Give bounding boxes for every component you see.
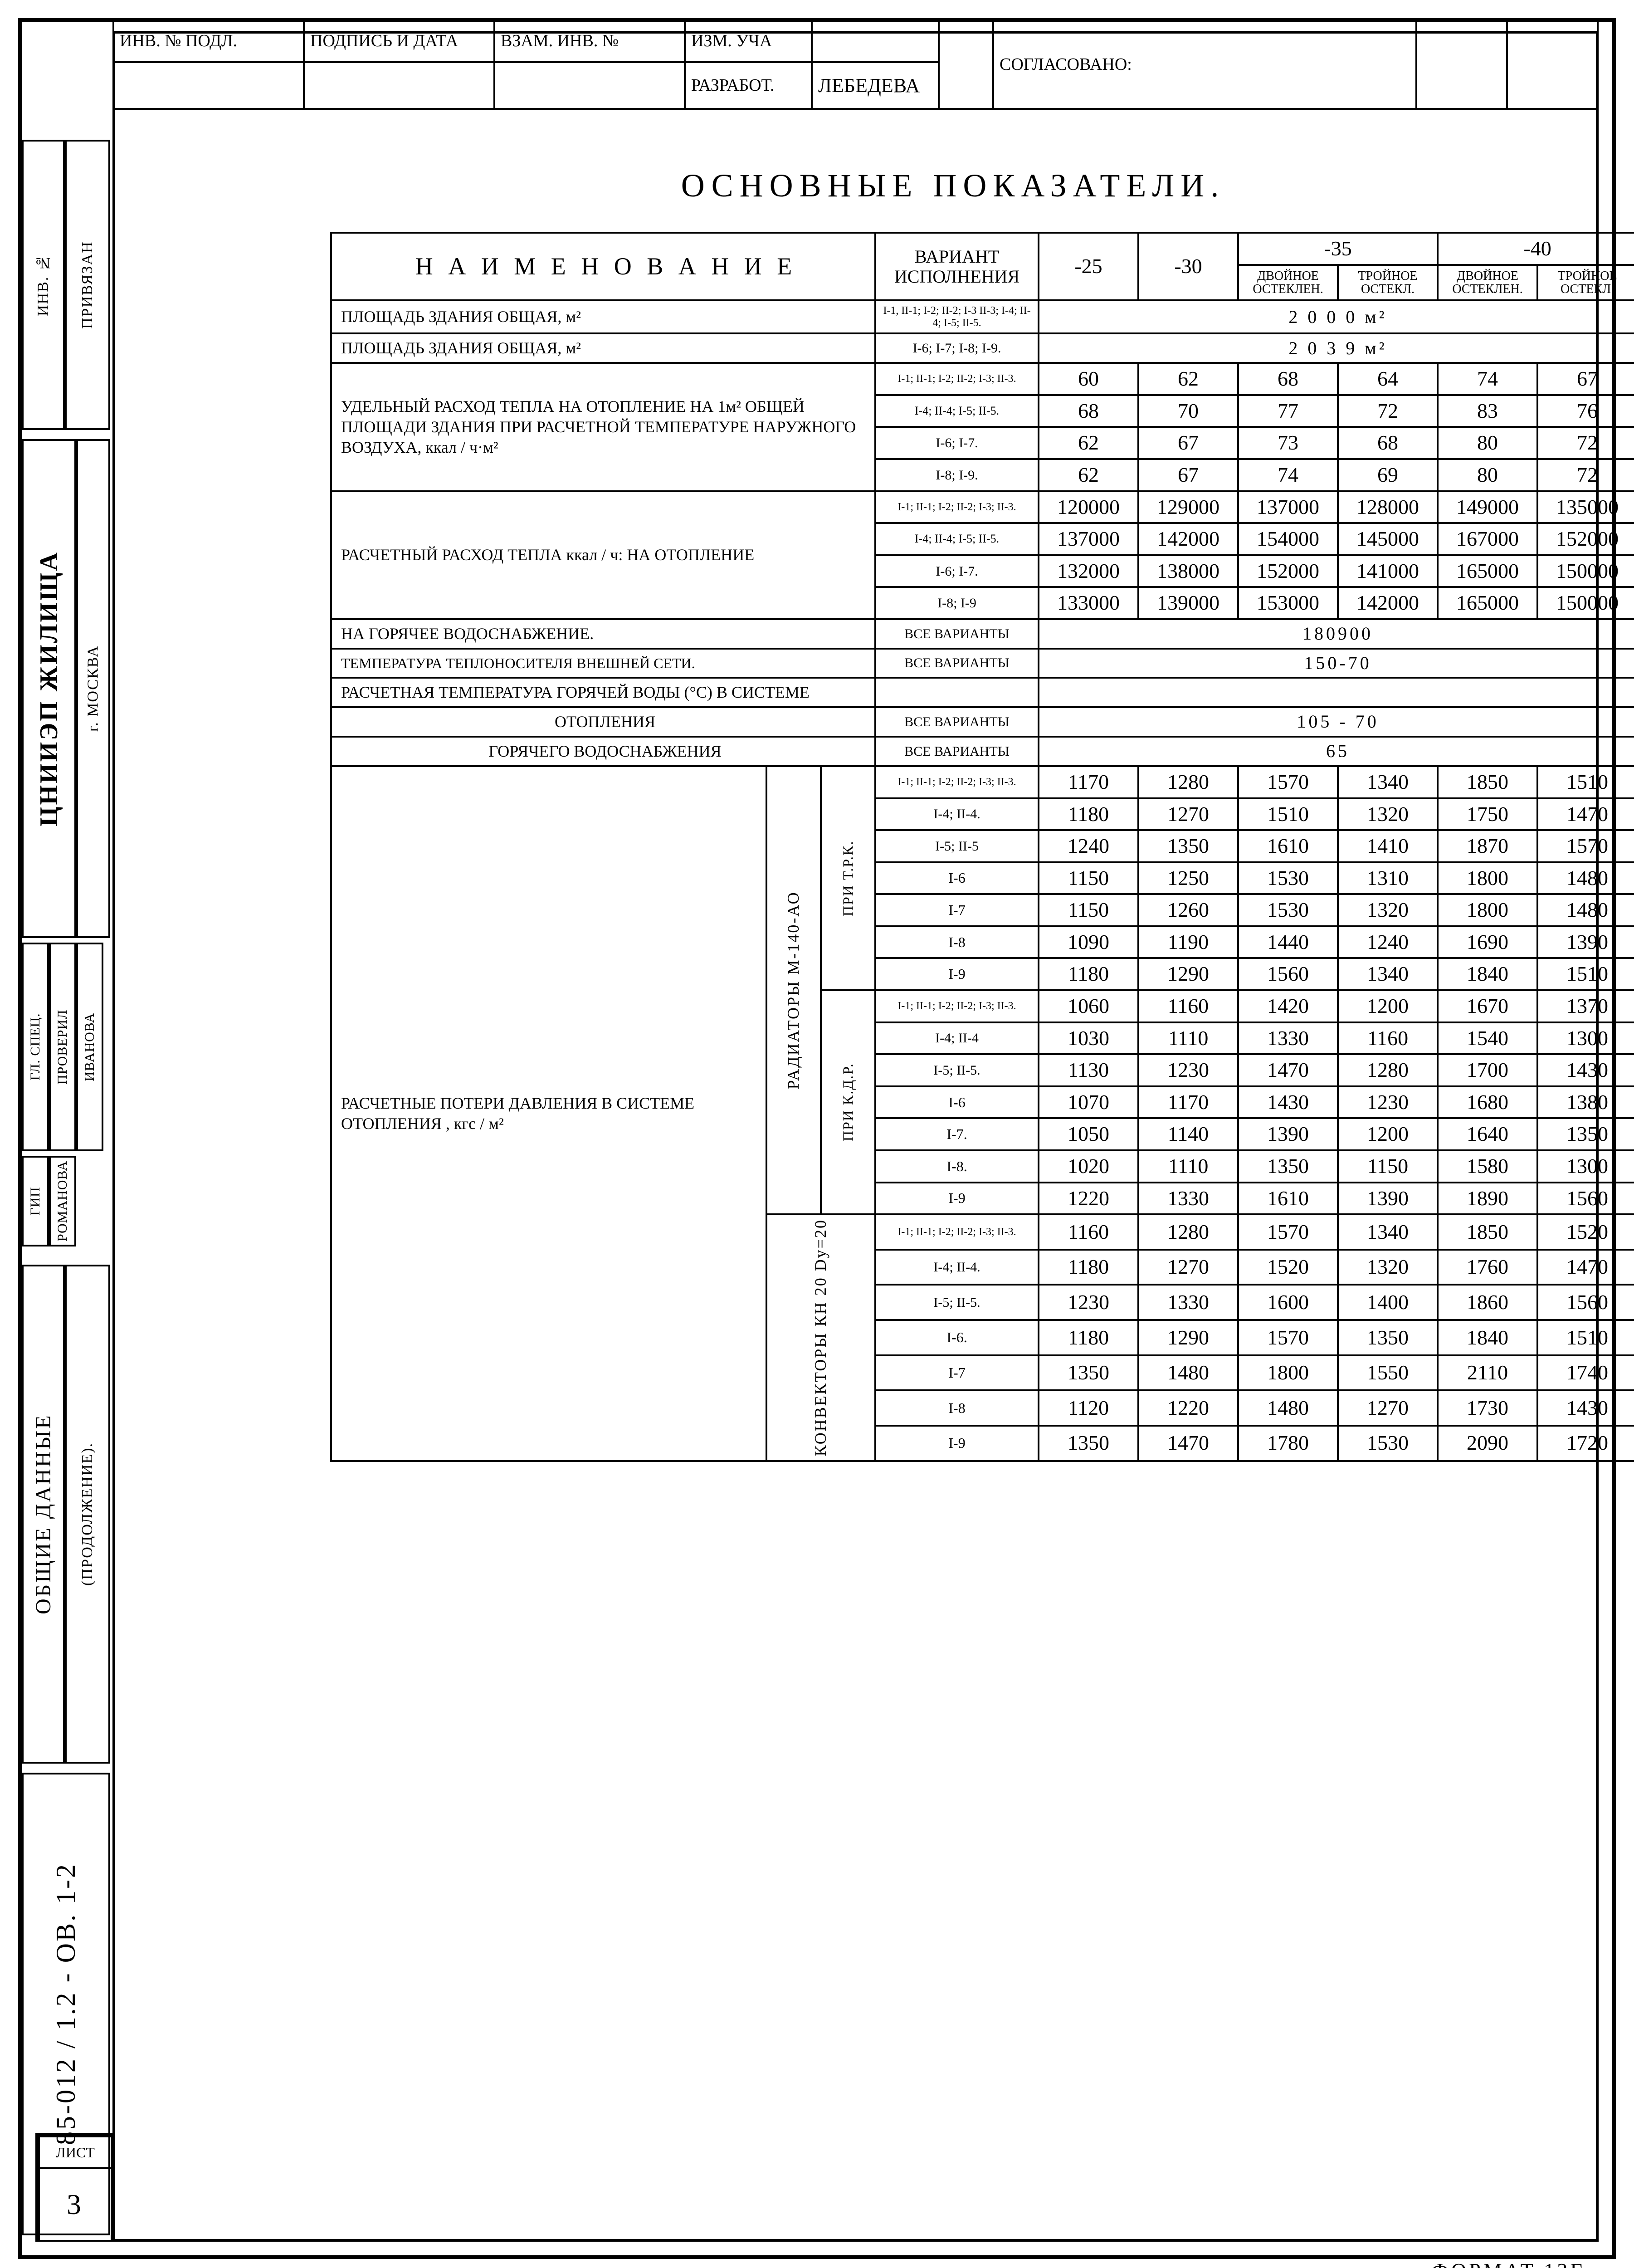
rasq-label: РАСЧЕТНЫЙ РАСХОД ТЕПЛА ккал / ч: НА ОТОП…	[331, 491, 875, 619]
page-title: ОСНОВНЫЕ ПОКАЗАТЕЛИ.	[330, 167, 1576, 205]
left-margin: ИНВ. № ПРИВЯЗАН ЦНИИЭП ЖИЛИЩА г. МОСКВА …	[22, 22, 112, 2255]
area1-val: 2 0 0 0 м²	[1039, 300, 1634, 333]
hdr-t35: -35	[1238, 233, 1438, 265]
glspec-label: ГЛ. СПЕЦ.	[22, 943, 49, 1151]
drawing-sheet: ИНВ. № ПОДЛ. ПОДПИСЬ И ДАТА ВЗАМ. ИНВ. №…	[18, 18, 1616, 2259]
tepl-label: ТЕМПЕРАТУРА ТЕПЛОНОСИТЕЛЯ ВНЕШНЕЙ СЕТИ.	[331, 649, 875, 678]
city-label: г. МОСКВА	[76, 439, 110, 938]
hdr-40t: ТРОЙНОЕ ОСТЕКЛ.	[1537, 265, 1634, 301]
ivanova-label: ИВАНОВА	[76, 943, 103, 1151]
cont-label: (ПРОДОЛЖЕНИЕ).	[65, 1265, 110, 1764]
rad-label: РАДИАТОРЫ М-140-АО	[766, 766, 821, 1214]
hdr-35d: ДВОЙНОЕ ОСТЕКЛЕН.	[1238, 265, 1338, 301]
org-label: ЦНИИЭП ЖИЛИЩА	[22, 439, 76, 938]
hdr-name: Н А И М Е Н О В А Н И Е	[331, 233, 875, 300]
main-content: ОСНОВНЫЕ ПОКАЗАТЕЛИ. Н А И М Е Н О В А Н…	[330, 167, 1576, 1462]
ud-row-0: УДЕЛЬНЫЙ РАСХОД ТЕПЛА НА ОТОПЛЕНИЕ НА 1м…	[331, 363, 1634, 395]
sheet-number-block: ЛИСТ 3	[35, 2133, 112, 2242]
konv-label: КОНВЕКТОРЫ КН 20 Dу=20	[766, 1214, 875, 1461]
sheet-number: 3	[39, 2168, 112, 2241]
hdr-35t: ТРОЙНОЕ ОСТЕКЛ.	[1338, 265, 1438, 301]
code-num: 17351-05	[817, 2266, 873, 2268]
area2-var: I-6; I-7; I-8; I-9.	[875, 333, 1039, 363]
rasq-row-0: РАСЧЕТНЫЙ РАСХОД ТЕПЛА ккал / ч: НА ОТОП…	[331, 491, 1634, 523]
format-label: ФОРМАТ 12Г	[1432, 2258, 1585, 2268]
hdr-t25: -25	[1039, 233, 1138, 300]
gvs-label: НА ГОРЯЧЕЕ ВОДОСНАБЖЕНИЕ.	[331, 619, 875, 649]
calctemp-label: РАСЧЕТНАЯ ТЕМПЕРАТУРА ГОРЯЧЕЙ ВОДЫ (°С) …	[331, 678, 875, 707]
hdr-t30: -30	[1138, 233, 1238, 300]
romanova-label: РОМАНОВА	[49, 1156, 76, 1246]
ud-label: УДЕЛЬНЫЙ РАСХОД ТЕПЛА НА ОТОПЛЕНИЕ НА 1м…	[331, 363, 875, 491]
hdr-t40: -40	[1438, 233, 1634, 265]
inv-no-label: ИНВ. №	[22, 140, 65, 430]
hdr-40d: ДВОЙНОЕ ОСТЕКЛЕН.	[1438, 265, 1537, 301]
hdr-variant: ВАРИАНТ ИСПОЛНЕНИЯ	[875, 233, 1039, 300]
main-table: Н А И М Е Н О В А Н И Е ВАРИАНТ ИСПОЛНЕН…	[330, 232, 1634, 1462]
gip-label: ГИП	[22, 1156, 49, 1246]
common-label: ОБЩИЕ ДАННЫЕ	[22, 1265, 65, 1764]
area2-label: ПЛОЩАДЬ ЗДАНИЯ ОБЩАЯ, м²	[331, 333, 875, 363]
proveril-label: ПРОВЕРИЛ	[49, 943, 76, 1151]
area1-label: ПЛОЩАДЬ ЗДАНИЯ ОБЩАЯ, м²	[331, 300, 875, 333]
privyazan-label: ПРИВЯЗАН	[65, 140, 110, 430]
grp-kdr: ПРИ К.Д.Р.	[821, 990, 875, 1214]
area2-val: 2 0 3 9 м²	[1039, 333, 1634, 363]
grp-tr: ПРИ Т.Р.К.	[821, 766, 875, 990]
area1-var: I-1, II-1; I-2; II-2; I-3 II-3; I-4; II-…	[875, 300, 1039, 333]
loss-label: РАСЧЕТНЫЕ ПОТЕРИ ДАВЛЕНИЯ В СИСТЕМЕ ОТОП…	[331, 766, 766, 1461]
